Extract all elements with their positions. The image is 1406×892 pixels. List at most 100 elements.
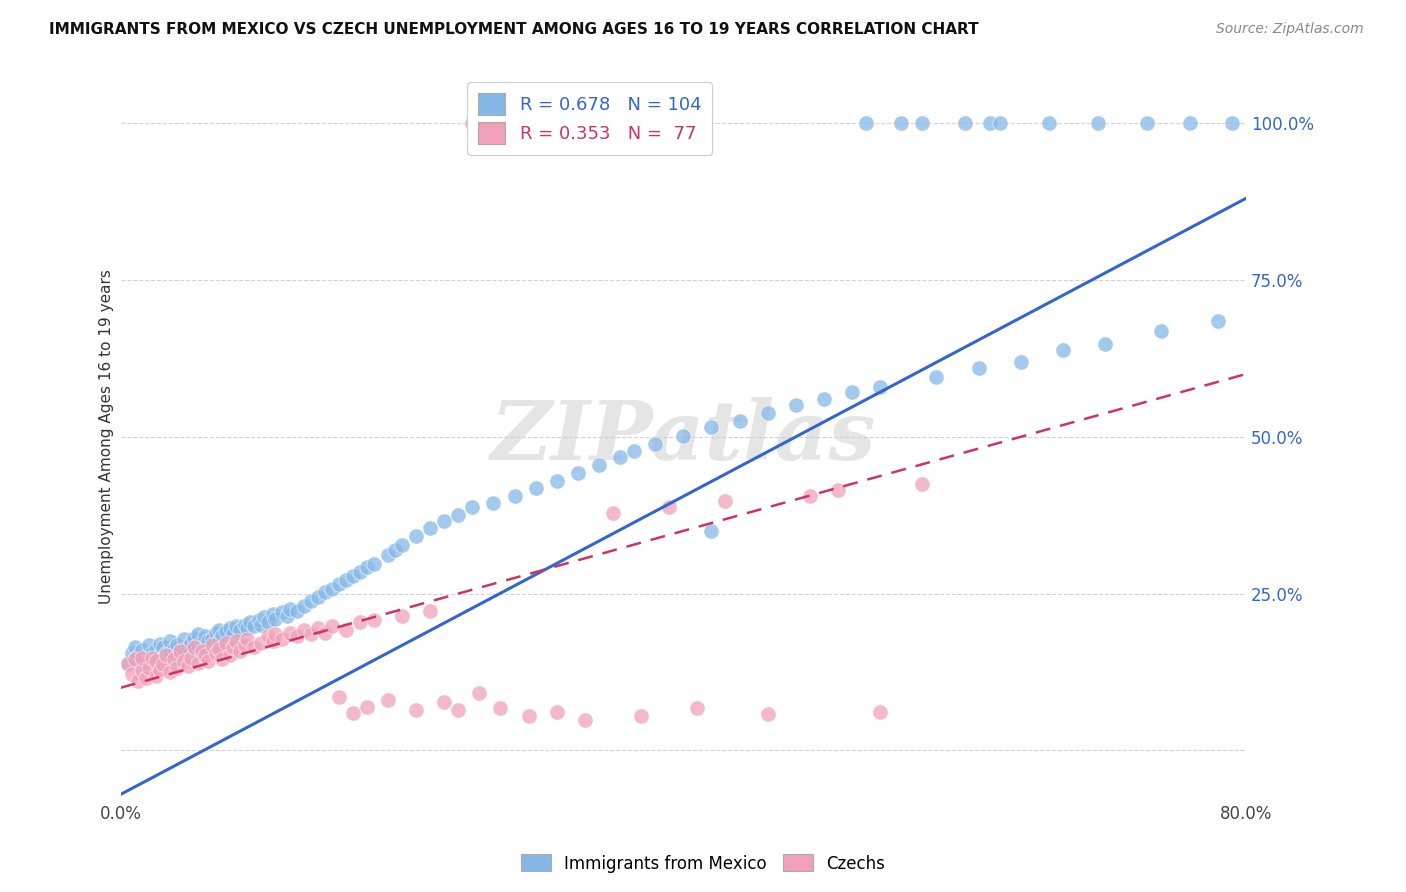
Point xyxy=(173,632,195,646)
Point xyxy=(155,648,177,662)
Text: IMMIGRANTS FROM MEXICO VS CZECH UNEMPLOYMENT AMONG AGES 16 TO 19 YEARS CORRELATI: IMMIGRANTS FROM MEXICO VS CZECH UNEMPLOY… xyxy=(49,22,979,37)
Point xyxy=(180,644,202,658)
Point xyxy=(714,493,737,508)
Point xyxy=(276,608,298,623)
Point xyxy=(201,632,224,646)
Point xyxy=(124,640,146,654)
Point xyxy=(166,649,188,664)
Point xyxy=(187,627,209,641)
Point xyxy=(335,623,357,637)
Point xyxy=(183,631,205,645)
Point xyxy=(149,648,172,662)
Point xyxy=(285,604,308,618)
Point xyxy=(285,629,308,643)
Point xyxy=(225,633,247,648)
Point xyxy=(1094,337,1116,351)
Point xyxy=(461,500,484,514)
Point xyxy=(173,641,195,656)
Point xyxy=(257,629,280,643)
Point xyxy=(314,585,336,599)
Point xyxy=(328,690,350,705)
Point xyxy=(342,706,364,720)
Point xyxy=(517,709,540,723)
Point xyxy=(489,700,512,714)
Point xyxy=(166,660,188,674)
Point xyxy=(405,529,427,543)
Point xyxy=(121,646,143,660)
Point xyxy=(384,542,406,557)
Point xyxy=(152,650,174,665)
Point xyxy=(177,658,200,673)
Point xyxy=(890,116,912,130)
Point xyxy=(756,406,779,420)
Point xyxy=(262,633,284,648)
Point xyxy=(183,640,205,654)
Point xyxy=(911,116,934,130)
Point xyxy=(447,508,470,523)
Point xyxy=(152,657,174,671)
Point xyxy=(468,686,491,700)
Point xyxy=(211,629,233,643)
Point xyxy=(1206,314,1229,328)
Point xyxy=(546,705,568,719)
Point xyxy=(177,640,200,654)
Point xyxy=(869,705,891,719)
Point xyxy=(700,524,723,538)
Point xyxy=(131,657,153,671)
Point xyxy=(630,709,652,723)
Point xyxy=(482,496,505,510)
Point xyxy=(588,458,610,472)
Point xyxy=(419,521,441,535)
Point xyxy=(163,652,186,666)
Text: Source: ZipAtlas.com: Source: ZipAtlas.com xyxy=(1216,22,1364,37)
Point xyxy=(307,590,329,604)
Point xyxy=(503,489,526,503)
Point xyxy=(433,515,456,529)
Point xyxy=(271,632,294,646)
Point xyxy=(233,638,256,652)
Point xyxy=(243,619,266,633)
Point xyxy=(197,654,219,668)
Point xyxy=(349,615,371,629)
Point xyxy=(159,665,181,679)
Point xyxy=(264,627,287,641)
Point xyxy=(271,606,294,620)
Point xyxy=(124,652,146,666)
Point xyxy=(524,481,547,495)
Point xyxy=(363,557,385,571)
Point xyxy=(152,640,174,654)
Point xyxy=(180,650,202,665)
Point xyxy=(253,610,276,624)
Point xyxy=(278,625,301,640)
Point xyxy=(1178,116,1201,130)
Point xyxy=(377,548,399,562)
Point xyxy=(623,443,645,458)
Point xyxy=(169,644,191,658)
Point xyxy=(127,649,149,664)
Point xyxy=(377,693,399,707)
Point xyxy=(1136,116,1159,130)
Point xyxy=(155,646,177,660)
Point xyxy=(1038,116,1060,130)
Point xyxy=(546,474,568,488)
Point xyxy=(257,615,280,629)
Point xyxy=(159,633,181,648)
Point xyxy=(233,618,256,632)
Point xyxy=(163,641,186,656)
Point xyxy=(225,619,247,633)
Point xyxy=(307,621,329,635)
Legend: R = 0.678   N = 104, R = 0.353   N =  77: R = 0.678 N = 104, R = 0.353 N = 77 xyxy=(467,82,711,155)
Point xyxy=(356,560,378,574)
Point xyxy=(138,660,160,674)
Point xyxy=(243,640,266,654)
Point xyxy=(131,663,153,677)
Point xyxy=(644,437,666,451)
Point xyxy=(356,699,378,714)
Point xyxy=(609,450,631,464)
Point xyxy=(194,629,217,643)
Point xyxy=(953,116,976,130)
Point xyxy=(988,116,1011,130)
Point xyxy=(236,632,259,646)
Point xyxy=(215,635,238,649)
Point xyxy=(328,577,350,591)
